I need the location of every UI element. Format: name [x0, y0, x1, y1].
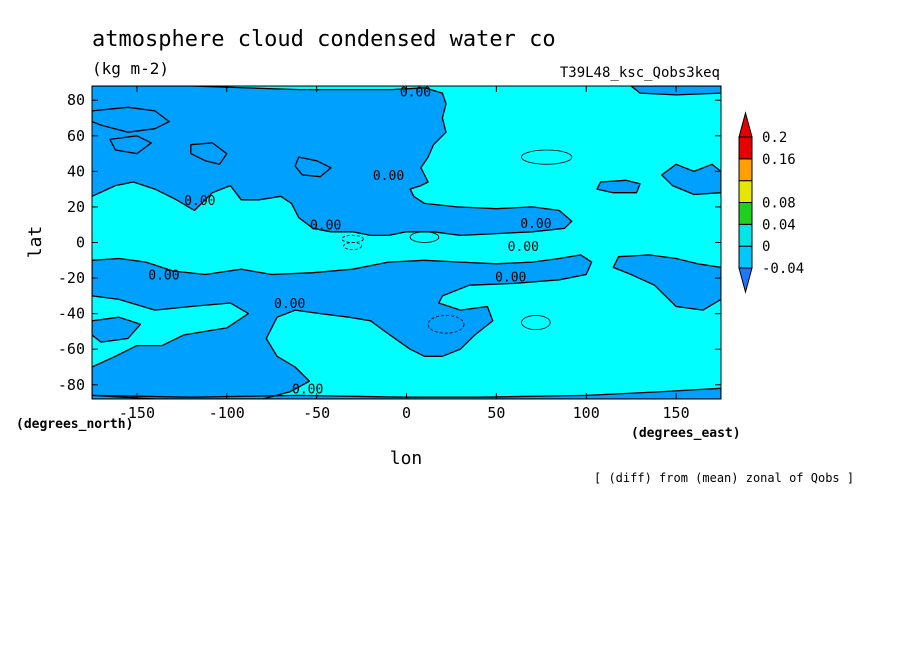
positive-contour: [409, 231, 440, 243]
colorbar-segment: [738, 180, 753, 204]
x-tick-label: 100: [573, 404, 600, 422]
negative-region: [597, 180, 641, 193]
negative-contour: [341, 234, 364, 243]
y-tick-label: 0: [76, 234, 85, 252]
x-tick-label: -100: [209, 404, 245, 422]
zero-contour: [92, 86, 573, 237]
colorbar-upper-extension: [738, 111, 753, 138]
x-tick-label: -150: [119, 404, 155, 422]
contour-label: 0.00: [373, 169, 404, 184]
x-tick-label: 50: [487, 404, 505, 422]
zero-contour: [190, 142, 228, 165]
negative-region: [295, 157, 331, 177]
zero-contour: [661, 163, 721, 196]
y-unit-label: (degrees_north): [16, 417, 133, 432]
colorbar-label: -0.04: [762, 261, 804, 277]
zero-contour: [92, 387, 721, 399]
negative-region: [92, 254, 592, 399]
contour-label: 0.00: [520, 217, 551, 232]
chart-title: atmosphere cloud condensed water co: [92, 27, 556, 52]
contour-label: 0.00: [310, 219, 341, 234]
zero-contour: [109, 135, 152, 155]
contour-label: 0.00: [184, 194, 215, 209]
negative-region: [92, 107, 170, 133]
colorbar-segment: [738, 223, 753, 247]
y-tick-label: -60: [58, 340, 85, 358]
contour-label: 0.00: [274, 297, 305, 312]
x-tick-label: -50: [303, 404, 330, 422]
x-tick-label: 0: [402, 404, 411, 422]
x-axis: -150 -100 -50 0 50 100 150: [119, 86, 690, 422]
negative-region: [92, 86, 572, 236]
zero-contour: [596, 179, 641, 194]
colorbar-label: 0.2: [762, 130, 787, 146]
plot-area: 0.00 0.00 0.00 0.00 0.00 0.00 0.00 0.00 0.00 0.00: [91, 85, 722, 400]
contour-label: 0.00: [148, 269, 179, 284]
zero-contour: [294, 156, 332, 178]
y-axis: -80 -60 -40 -20 0 20 40 60 80: [58, 91, 721, 394]
x-tick-label: 150: [663, 404, 690, 422]
colorbar-segment: [738, 158, 753, 182]
chart-units: (kg m-2): [92, 59, 169, 78]
y-tick-label: -40: [58, 305, 85, 323]
y-axis-label: lat: [25, 226, 46, 259]
colorbar-segment: [738, 245, 753, 269]
contour-label: 0.00: [495, 270, 526, 285]
y-tick-label: 60: [67, 127, 85, 145]
negative-region: [190, 142, 227, 165]
negative-region: [92, 317, 141, 343]
y-tick-label: -20: [58, 269, 85, 287]
colorbar-segment: [738, 202, 753, 225]
zero-contour: [92, 254, 593, 399]
negative-region: [110, 135, 152, 154]
y-tick-label: -80: [58, 376, 85, 394]
zero-contour: [92, 316, 142, 343]
colorbar-lower-extension: [738, 267, 753, 294]
colorbar-label: 0.04: [762, 217, 796, 233]
negative-region: [613, 254, 721, 311]
zero-contour: [92, 106, 170, 133]
contour-label: 0.00: [508, 240, 539, 255]
y-tick-label: 40: [67, 162, 85, 180]
colorbar-label: 0: [762, 239, 770, 255]
positive-contour: [521, 315, 551, 331]
footnote: [ (diff) from (mean) zonal of Qobs ]: [594, 471, 854, 485]
contour-label: 0.00: [400, 85, 431, 100]
colorbar: -0.04 0 0.04 0.08 0.16 0.2: [738, 111, 804, 294]
x-unit-label: (degrees_east): [631, 426, 741, 441]
contour-label: 0.00: [292, 382, 323, 397]
y-tick-label: 20: [67, 198, 85, 216]
positive-contour: [521, 149, 573, 165]
contour-labels: 0.00 0.00 0.00 0.00 0.00 0.00 0.00 0.00 0.00 0.00: [148, 85, 551, 397]
zero-contour: [630, 86, 721, 96]
colorbar-segment: [738, 136, 753, 160]
negative-contour: [427, 315, 465, 334]
colorbar-label: 0.16: [762, 152, 796, 168]
contour-lines: [92, 86, 721, 399]
colorbar-label: 0.08: [762, 196, 796, 212]
x-axis-label: lon: [390, 448, 423, 469]
y-tick-label: 80: [67, 91, 85, 109]
run-label: T39L48_ksc_Qobs3keq: [560, 65, 720, 81]
zero-contour: [612, 254, 721, 311]
